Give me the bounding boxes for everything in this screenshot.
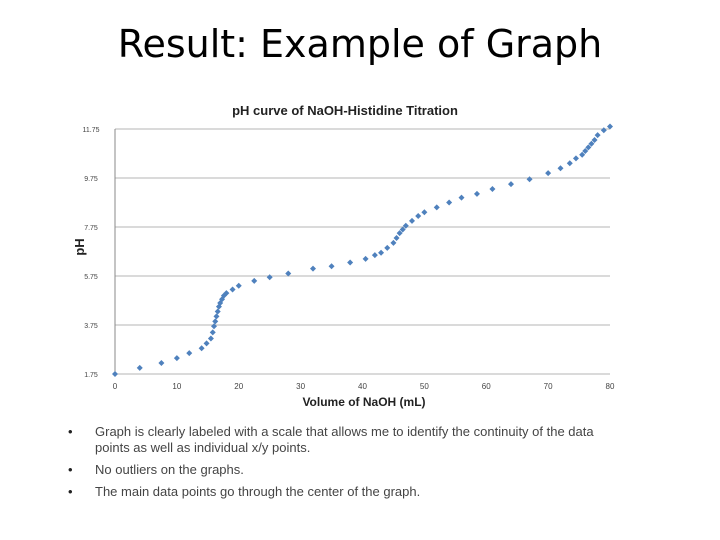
data-point (384, 244, 391, 251)
x-tick-label: 30 (296, 382, 305, 391)
bullet-item: • The main data points go through the cen… (68, 484, 628, 500)
data-point (235, 282, 242, 289)
titration-chart: pH curve of NaOH-Histidine Titration 1.7… (72, 103, 615, 409)
data-point (213, 313, 220, 320)
y-tick-label: 3.75 (84, 323, 98, 330)
data-point (347, 259, 354, 266)
bullet-item: • Graph is clearly labeled with a scale t… (68, 424, 628, 456)
data-point (158, 359, 165, 366)
data-point (396, 230, 403, 237)
data-point (607, 123, 613, 130)
data-point (409, 217, 415, 224)
data-point (399, 226, 406, 233)
data-point (209, 329, 216, 336)
data-point (582, 148, 589, 155)
x-tick-label: 0 (113, 382, 118, 391)
bullet-text: No outliers on the graphs. (95, 462, 244, 477)
data-point (557, 165, 564, 172)
bullet-text: Graph is clearly labeled with a scale th… (95, 424, 594, 455)
bullet-text: The main data points go through the cent… (95, 484, 421, 499)
data-point (136, 364, 143, 371)
x-tick-label: 80 (606, 382, 615, 391)
data-point (173, 355, 180, 362)
data-point (229, 286, 236, 293)
bullet-item: • No outliers on the graphs. (68, 462, 628, 478)
data-point (390, 239, 397, 246)
data-point (207, 335, 214, 342)
y-tick-label: 11.75 (83, 127, 100, 134)
x-tick-label: 20 (234, 382, 243, 391)
data-point (594, 132, 601, 139)
data-point (112, 371, 118, 377)
slide-title: Result: Example of Graph (117, 22, 603, 66)
data-point (545, 170, 552, 177)
data-point (588, 140, 595, 147)
x-tick-label: 60 (482, 382, 491, 391)
data-point (489, 186, 496, 193)
data-point (251, 277, 258, 284)
y-tick-label: 7.75 (84, 225, 98, 232)
data-point (473, 190, 480, 197)
data-point (211, 323, 217, 330)
x-tick-labels: 0 10 20 30 40 50 60 70 80 (113, 382, 615, 391)
data-point (526, 176, 533, 183)
data-point (285, 270, 292, 277)
bullet-icon: • (68, 484, 73, 499)
data-point (203, 340, 210, 347)
data-point (421, 209, 428, 216)
data-point (566, 160, 573, 167)
data-point (600, 127, 607, 134)
x-tick-label: 10 (172, 382, 181, 391)
bullet-list: • Graph is clearly labeled with a scale t… (68, 424, 628, 506)
data-point (415, 212, 422, 219)
x-tick-label: 70 (544, 382, 553, 391)
data-point (508, 181, 514, 188)
data-point (458, 194, 465, 201)
data-points (112, 123, 613, 377)
data-point (198, 345, 205, 352)
y-tick-label: 1.75 (84, 372, 98, 379)
data-point (310, 265, 316, 272)
gridlines (114, 128, 610, 375)
y-tick-labels: 1.75 3.75 5.75 7.75 9.75 11.75 (83, 127, 100, 379)
data-point (223, 290, 230, 297)
x-tick-label: 50 (420, 382, 429, 391)
data-point (186, 350, 193, 357)
x-axis-label: Volume of NaOH (mL) (302, 395, 425, 409)
y-tick-label: 5.75 (84, 274, 98, 281)
data-point (572, 155, 579, 162)
data-point (402, 222, 409, 229)
bullet-icon: • (68, 424, 73, 439)
y-tick-label: 9.75 (84, 176, 98, 183)
data-point (393, 235, 400, 242)
data-point (579, 151, 586, 158)
data-point (328, 263, 335, 270)
data-point (371, 252, 378, 259)
data-point (585, 144, 592, 151)
bullet-icon: • (68, 462, 73, 477)
data-point (212, 318, 219, 325)
data-point (433, 204, 440, 211)
data-point (378, 249, 385, 256)
chart-title: pH curve of NaOH-Histidine Titration (232, 103, 458, 118)
data-point (446, 199, 453, 206)
data-point (591, 137, 598, 144)
x-tick-label: 40 (358, 382, 367, 391)
y-axis-label: pH (72, 238, 87, 255)
data-point (214, 308, 221, 315)
data-point (266, 274, 273, 281)
data-point (362, 255, 369, 262)
